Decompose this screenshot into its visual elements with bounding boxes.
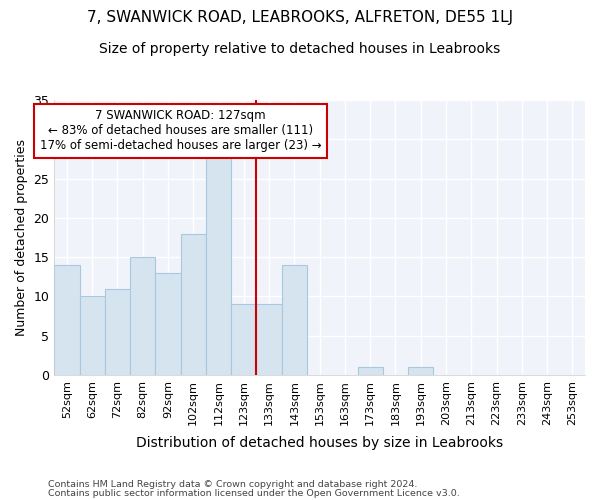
Bar <box>155 273 181 375</box>
Bar <box>54 265 80 375</box>
Bar <box>256 304 282 375</box>
Text: Size of property relative to detached houses in Leabrooks: Size of property relative to detached ho… <box>100 42 500 56</box>
Bar <box>358 367 383 375</box>
Bar <box>231 304 256 375</box>
Text: Contains HM Land Registry data © Crown copyright and database right 2024.: Contains HM Land Registry data © Crown c… <box>48 480 418 489</box>
Text: 7, SWANWICK ROAD, LEABROOKS, ALFRETON, DE55 1LJ: 7, SWANWICK ROAD, LEABROOKS, ALFRETON, D… <box>87 10 513 25</box>
Bar <box>80 296 105 375</box>
Bar <box>181 234 206 375</box>
Bar <box>105 288 130 375</box>
Bar <box>408 367 433 375</box>
Bar <box>130 257 155 375</box>
X-axis label: Distribution of detached houses by size in Leabrooks: Distribution of detached houses by size … <box>136 436 503 450</box>
Text: 7 SWANWICK ROAD: 127sqm
← 83% of detached houses are smaller (111)
17% of semi-d: 7 SWANWICK ROAD: 127sqm ← 83% of detache… <box>40 110 322 152</box>
Bar <box>206 155 231 375</box>
Bar <box>282 265 307 375</box>
Text: Contains public sector information licensed under the Open Government Licence v3: Contains public sector information licen… <box>48 488 460 498</box>
Y-axis label: Number of detached properties: Number of detached properties <box>15 139 28 336</box>
